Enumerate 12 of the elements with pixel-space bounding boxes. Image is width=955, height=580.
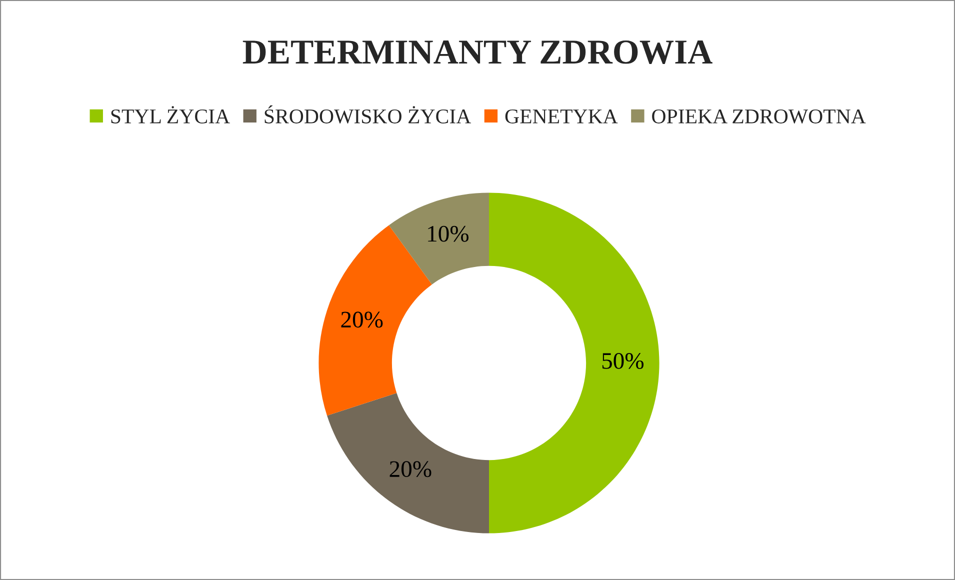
legend-label: GENETYKA bbox=[505, 109, 618, 124]
legend-label: OPIEKA ZDROWOTNA bbox=[652, 109, 866, 124]
data-label: 20% bbox=[390, 461, 432, 478]
data-label: 20% bbox=[341, 312, 383, 328]
data-label: 10% bbox=[428, 226, 469, 242]
donut-slice bbox=[388, 192, 489, 284]
legend-label: ŚRODOWISKO ŻYCIA bbox=[264, 105, 472, 124]
chart-title: DETERMINANTY ZDROWIA bbox=[242, 40, 712, 64]
data-label: 50% bbox=[602, 352, 644, 369]
donut-slice bbox=[327, 392, 489, 534]
legend-label: STYL ŻYCIA bbox=[111, 106, 230, 124]
donut-slice bbox=[489, 192, 660, 534]
